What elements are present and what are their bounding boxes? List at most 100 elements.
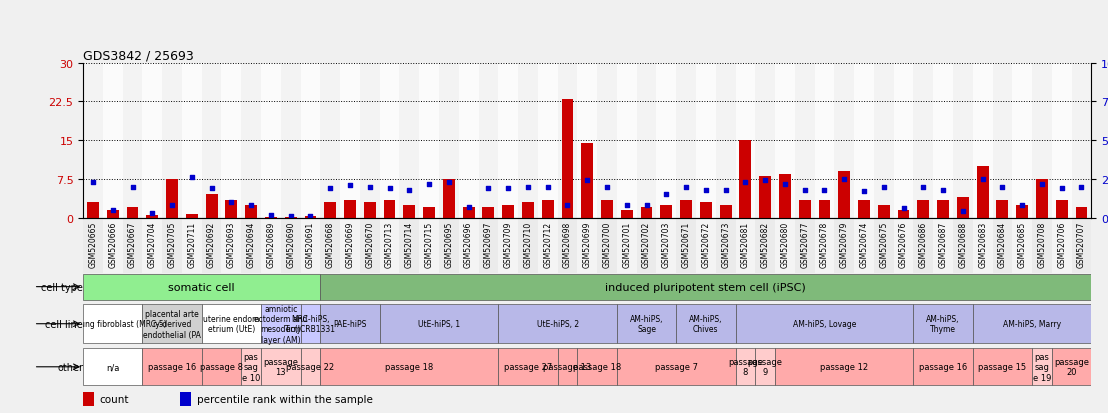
Bar	[913, 305, 973, 343]
Bar	[601, 200, 613, 218]
Bar	[242, 349, 261, 385]
Text: GSM520677: GSM520677	[800, 221, 809, 267]
Bar	[894, 218, 913, 273]
Bar	[973, 349, 1032, 385]
Bar	[620, 210, 633, 218]
Point	[934, 187, 952, 194]
Bar	[443, 180, 454, 218]
Bar	[126, 208, 138, 218]
Bar	[1071, 218, 1091, 273]
Text: passage
8: passage 8	[728, 357, 763, 377]
Point	[875, 184, 893, 190]
Bar	[656, 64, 676, 218]
Bar	[439, 64, 459, 218]
Point	[815, 187, 833, 194]
Point	[677, 184, 695, 190]
Text: passage 18: passage 18	[386, 363, 433, 371]
Point	[737, 179, 755, 186]
Bar	[88, 203, 99, 218]
Text: passage 15: passage 15	[978, 363, 1026, 371]
Bar	[225, 200, 237, 218]
Text: other: other	[58, 362, 83, 372]
Text: GSM520674: GSM520674	[860, 221, 869, 267]
Bar	[577, 349, 617, 385]
Text: passage 18: passage 18	[573, 363, 622, 371]
Text: GSM520680: GSM520680	[780, 221, 789, 267]
Bar	[1076, 208, 1087, 218]
Bar	[696, 218, 716, 273]
Text: passage 13: passage 13	[543, 363, 592, 371]
Text: GDS3842 / 25693: GDS3842 / 25693	[83, 50, 194, 62]
Text: GSM520684: GSM520684	[998, 221, 1007, 267]
Point	[381, 185, 399, 192]
Text: pas
sag
e 19: pas sag e 19	[1033, 352, 1051, 382]
Point	[776, 181, 793, 188]
Bar	[1036, 180, 1048, 218]
Bar	[756, 64, 776, 218]
Bar	[143, 64, 162, 218]
Bar	[1013, 218, 1032, 273]
Text: GSM520696: GSM520696	[464, 221, 473, 267]
Bar	[206, 195, 217, 218]
Text: cell line: cell line	[45, 319, 83, 329]
Point	[84, 179, 102, 186]
Bar	[143, 349, 202, 385]
Bar	[261, 218, 280, 273]
Text: GSM520714: GSM520714	[404, 221, 413, 267]
Bar	[617, 305, 676, 343]
Bar	[383, 200, 396, 218]
Point	[538, 184, 556, 190]
Bar	[637, 218, 656, 273]
Text: GSM520706: GSM520706	[1057, 221, 1066, 267]
Text: AM-hiPS,
Chives: AM-hiPS, Chives	[689, 314, 722, 334]
Bar	[759, 177, 771, 218]
Text: passage
20: passage 20	[1054, 357, 1089, 377]
Text: GSM520670: GSM520670	[366, 221, 375, 267]
Bar	[380, 305, 499, 343]
Bar	[325, 203, 336, 218]
Bar	[794, 218, 814, 273]
Point	[519, 184, 536, 190]
Bar	[977, 166, 988, 218]
Bar	[83, 64, 103, 218]
Bar	[83, 305, 143, 343]
Bar	[439, 218, 459, 273]
Text: GSM520694: GSM520694	[247, 221, 256, 267]
Bar	[1016, 205, 1028, 218]
Text: MRC-hiPS,
Tic(JCRB1331: MRC-hiPS, Tic(JCRB1331	[285, 314, 336, 334]
Text: GSM520701: GSM520701	[623, 221, 632, 267]
Bar	[696, 64, 716, 218]
Text: induced pluripotent stem cell (iPSC): induced pluripotent stem cell (iPSC)	[605, 282, 807, 292]
Bar	[499, 218, 519, 273]
Bar	[676, 64, 696, 218]
Bar	[419, 218, 439, 273]
Bar	[557, 64, 577, 218]
Bar	[182, 218, 202, 273]
Text: GSM520699: GSM520699	[583, 221, 592, 267]
Text: GSM520666: GSM520666	[109, 221, 117, 267]
Point	[855, 188, 873, 195]
Text: AM-hiPS,
Thyme: AM-hiPS, Thyme	[926, 314, 960, 334]
Text: GSM520704: GSM520704	[147, 221, 157, 267]
Point	[1053, 185, 1070, 192]
Text: GSM520669: GSM520669	[346, 221, 355, 267]
Text: GSM520667: GSM520667	[129, 221, 137, 267]
Bar	[557, 349, 577, 385]
Bar	[637, 64, 656, 218]
Text: GSM520691: GSM520691	[306, 221, 315, 267]
Bar	[300, 349, 320, 385]
Bar	[380, 64, 399, 218]
Bar	[656, 218, 676, 273]
Text: percentile rank within the sample: percentile rank within the sample	[196, 394, 372, 404]
Bar	[874, 64, 894, 218]
Bar	[756, 349, 776, 385]
Bar	[479, 64, 499, 218]
Bar	[562, 100, 574, 218]
Bar	[736, 349, 756, 385]
Bar	[957, 197, 968, 218]
Bar	[577, 64, 597, 218]
Bar	[542, 200, 554, 218]
Bar	[261, 349, 300, 385]
Bar	[1051, 218, 1071, 273]
Bar	[736, 64, 756, 218]
